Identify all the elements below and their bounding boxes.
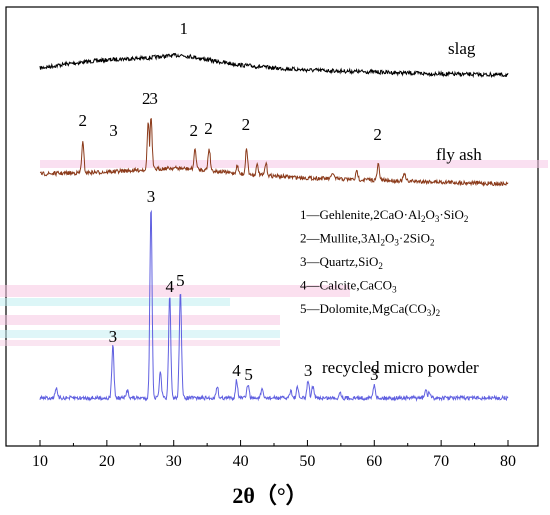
peak-label: 3 (304, 361, 313, 380)
legend-entry: 1—Gehlenite,2CaO·Al2O3·SiO2 (300, 207, 468, 224)
x-tick-label: 10 (32, 453, 48, 470)
peak-label: 3 (149, 89, 158, 108)
x-tick-label: 30 (166, 453, 182, 470)
series-line (39, 118, 509, 187)
peak-label: 3 (109, 327, 118, 346)
x-axis-label: 2θ（°） (232, 483, 307, 508)
peak-label: 4 (232, 361, 241, 380)
x-tick-label: 80 (500, 453, 516, 470)
background-band (0, 340, 280, 346)
series-label: recycled micro powder (322, 358, 479, 377)
peak-label: 5 (244, 365, 253, 384)
background-band (0, 298, 230, 306)
peak-label: 3 (109, 121, 118, 140)
peak-label: 4 (165, 277, 174, 296)
x-tick-label: 50 (299, 453, 315, 470)
series-label: slag (448, 39, 476, 58)
background-band (40, 160, 548, 168)
series-line (39, 52, 509, 79)
peak-label: 5 (176, 271, 185, 290)
peak-label: 2 (242, 115, 251, 134)
peak-label: 1 (179, 19, 188, 38)
series-line (39, 209, 509, 402)
x-tick-label: 20 (99, 453, 115, 470)
x-axis: 10 20 30 40 50 60 70 80 (32, 440, 516, 470)
background-band (0, 330, 280, 338)
background-bands (0, 160, 548, 346)
peak-label: 2 (190, 121, 199, 140)
peak-label: 2 (79, 111, 88, 130)
series-label-layer: slag fly ash recycled micro powder (322, 39, 482, 377)
background-band (0, 285, 350, 297)
peak-label: 3 (370, 365, 379, 384)
legend-entry: 5—Dolomite,MgCa(CO3)2 (300, 301, 440, 318)
peak-label: 2 (142, 89, 151, 108)
legend: 1—Gehlenite,2CaO·Al2O3·SiO2 2—Mullite,3Al… (300, 207, 468, 318)
legend-entry: 2—Mullite,3Al2O3·2SiO2 (300, 231, 434, 248)
background-band (0, 315, 280, 325)
legend-entry: 3—Quartz,SiO2 (300, 254, 383, 271)
legend-entry: 4—Calcite,CaCO3 (300, 278, 397, 295)
series-label: fly ash (436, 145, 482, 164)
peak-label: 2 (204, 119, 213, 138)
x-tick-label: 60 (366, 453, 382, 470)
peak-label: 3 (147, 187, 156, 206)
peak-label: 2 (373, 125, 382, 144)
x-tick-label: 40 (233, 453, 249, 470)
trace-layer (39, 52, 509, 402)
plot-frame (5, 6, 539, 447)
x-tick-label: 70 (433, 453, 449, 470)
